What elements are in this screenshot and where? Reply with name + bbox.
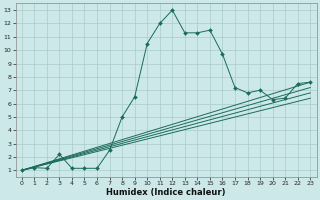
X-axis label: Humidex (Indice chaleur): Humidex (Indice chaleur): [106, 188, 226, 197]
